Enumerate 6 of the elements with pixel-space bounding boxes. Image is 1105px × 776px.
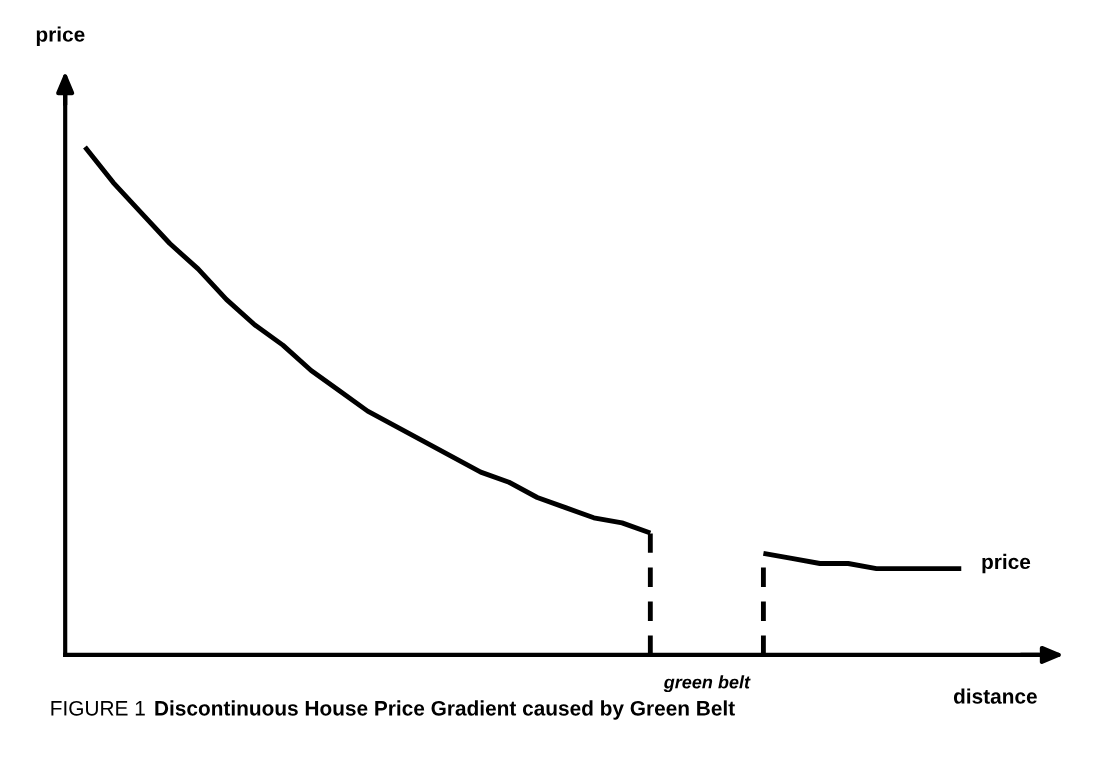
text: Discontinuous House Price Gradient caused by Green Belt (155, 700, 735, 720)
y-axis-title: price (36, 26, 85, 46)
x-axis-title: distance (953, 688, 1037, 704)
series-label: price (982, 553, 1031, 574)
text: green belt (663, 675, 751, 693)
caption: FIGURE 1 (51, 700, 145, 716)
